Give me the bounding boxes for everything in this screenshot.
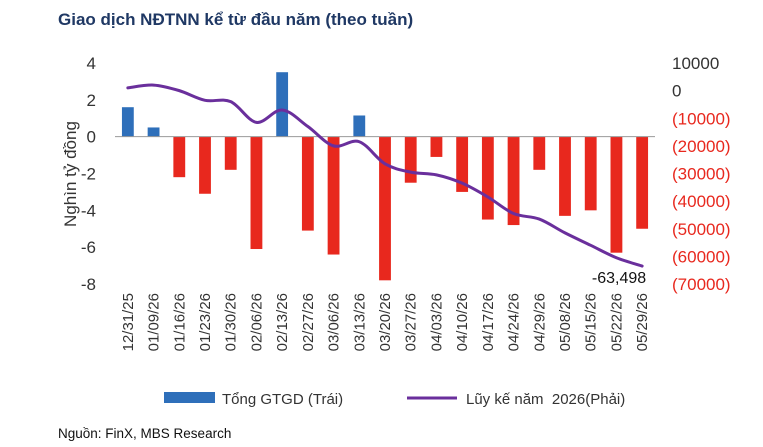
x-tick-label: 01/23/26 <box>197 293 214 351</box>
x-tick-label: 05/29/26 <box>634 293 651 351</box>
left-tick-label: 4 <box>87 54 96 73</box>
annotations: -63,498 <box>592 270 646 287</box>
bar <box>559 136 571 216</box>
x-tick-label: 04/17/26 <box>480 293 497 351</box>
x-tick-label: 05/22/26 <box>608 293 625 351</box>
bar <box>301 136 314 231</box>
x-tick-label: 05/08/26 <box>557 293 574 351</box>
bar <box>404 136 417 183</box>
x-tick-label: 02/06/26 <box>248 293 265 351</box>
right-tick-label: (20000) <box>672 137 731 156</box>
left-tick-label: -4 <box>81 201 96 220</box>
right-tick-label: 0 <box>672 82 681 101</box>
bar <box>121 107 134 137</box>
bar <box>584 136 597 211</box>
bar <box>147 127 160 137</box>
x-tick-label: 04/03/26 <box>428 293 445 351</box>
x-tick-label: 05/15/26 <box>583 293 600 351</box>
bar <box>610 136 623 253</box>
legend: Tổng GTGD (Trái) Lũy kế năm 2026(Phải) <box>164 391 625 408</box>
cumulative-line-path <box>126 83 644 268</box>
x-tick-label: 03/06/26 <box>326 293 343 351</box>
x-tick-label: 04/24/26 <box>506 293 523 351</box>
left-tick-label: -8 <box>81 275 96 294</box>
x-tick-label: 01/16/26 <box>171 293 188 351</box>
x-tick-label: 01/30/26 <box>223 293 240 351</box>
x-tick-label: 04/29/26 <box>531 293 548 351</box>
x-axis: 12/31/25 01/09/26 01/16/26 01/23/26 01/30/26… <box>115 136 655 351</box>
x-tick-label: 03/20/26 <box>377 293 394 351</box>
left-tick-label: -6 <box>81 238 96 257</box>
x-tick-label: 02/13/26 <box>274 293 291 351</box>
bar <box>379 136 391 281</box>
bar <box>636 136 649 229</box>
right-axis: 10000 0 (10000) (20000) (30000) (40000) (50000… <box>672 54 731 294</box>
legend-label-bar: Tổng GTGD (Trái) <box>222 391 343 408</box>
bar <box>250 136 263 250</box>
bar <box>353 115 366 137</box>
bar <box>507 136 520 226</box>
bar <box>456 136 469 192</box>
right-tick-label: (50000) <box>672 220 731 239</box>
y-axis-label: Nghìn tỷ đồng <box>61 121 80 227</box>
right-tick-label: 10000 <box>672 54 719 73</box>
bar <box>327 136 340 255</box>
x-tick-label: 01/09/26 <box>146 293 163 351</box>
last-value-label: -63,498 <box>592 270 646 287</box>
right-tick-label: (60000) <box>672 247 731 266</box>
chart-title: Giao dịch NĐTNN kể từ đầu năm (theo tuần… <box>58 10 414 29</box>
legend-label-line: Lũy kế năm 2026(Phải) <box>466 391 625 408</box>
bar <box>199 136 211 194</box>
x-tick-label: 03/27/26 <box>403 293 420 351</box>
x-tick-label: 03/13/26 <box>351 293 368 351</box>
bar <box>430 136 443 157</box>
bars <box>121 72 649 281</box>
bar <box>481 136 494 220</box>
x-tick-label: 02/27/26 <box>300 293 317 351</box>
right-tick-label: (70000) <box>672 275 731 294</box>
left-tick-label: -2 <box>81 165 96 184</box>
right-tick-label: (30000) <box>672 165 731 184</box>
left-tick-label: 0 <box>87 128 96 147</box>
left-tick-label: 2 <box>87 91 96 110</box>
x-tick-label: 12/31/25 <box>120 293 137 351</box>
source-note: Nguồn: FinX, MBS Research <box>58 426 232 441</box>
bar <box>224 136 237 170</box>
bar <box>533 136 546 170</box>
right-tick-label: (40000) <box>672 192 731 211</box>
bar <box>173 136 186 178</box>
right-tick-label: (10000) <box>672 109 731 128</box>
left-axis: 4 2 0 -2 -4 -6 -8 <box>81 54 96 294</box>
x-tick-label: 04/10/26 <box>454 293 471 351</box>
legend-swatch-bar <box>164 392 215 403</box>
cumulative-line <box>126 83 644 268</box>
bar <box>276 72 289 137</box>
